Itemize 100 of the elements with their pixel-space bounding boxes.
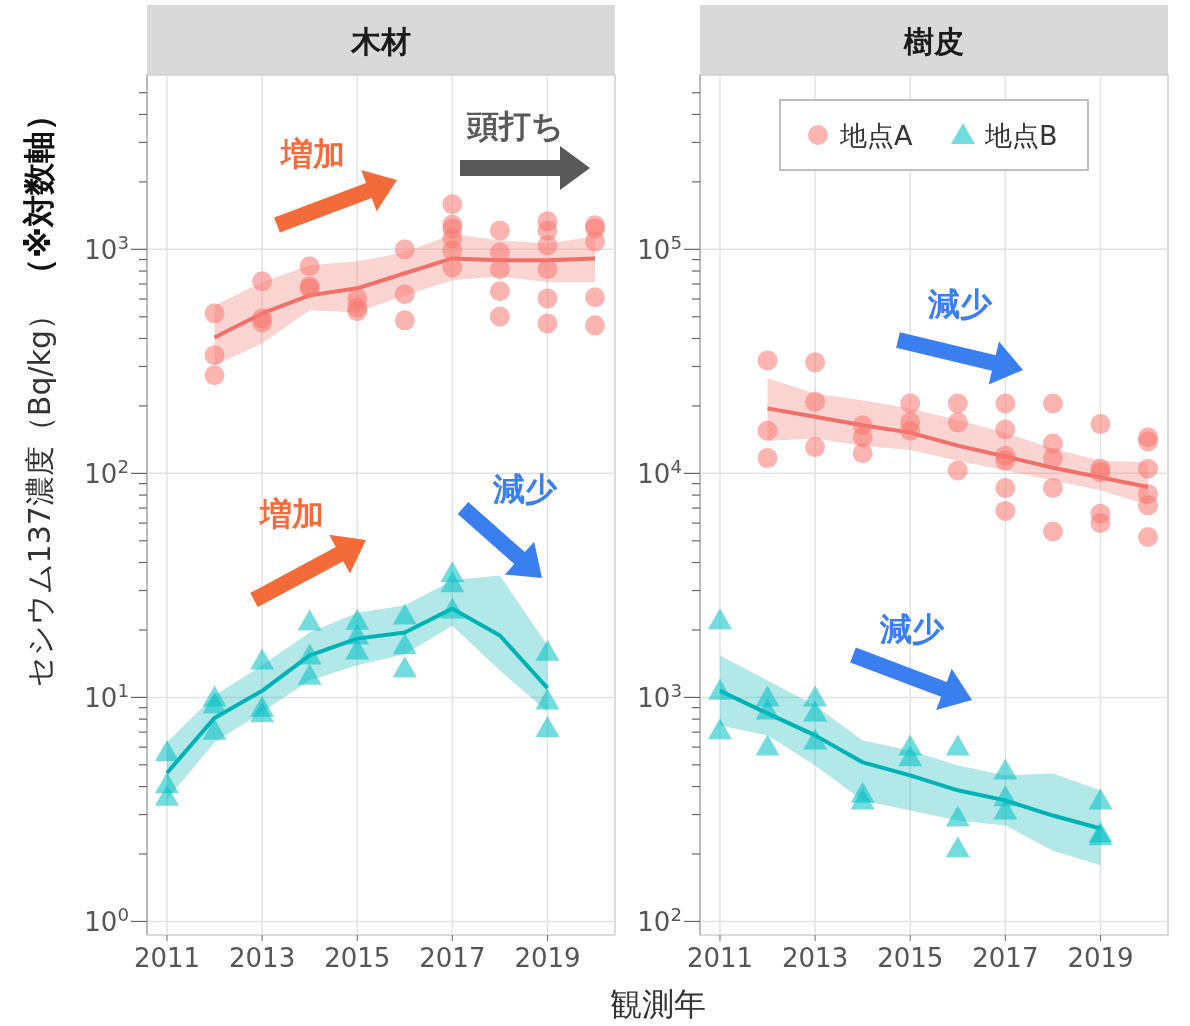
point: [537, 313, 558, 334]
point: [995, 478, 1016, 499]
point: [440, 571, 465, 593]
point: [1042, 393, 1063, 414]
point: [537, 259, 558, 280]
y-axis-title: セシウム137濃度（Bq/kg）: [22, 300, 57, 688]
point: [1088, 788, 1113, 810]
point: [850, 788, 875, 810]
x-tick-label: 2013: [229, 943, 296, 973]
legend-label: 地点A: [839, 120, 913, 151]
point: [803, 728, 828, 750]
point: [392, 633, 417, 655]
point: [299, 256, 320, 277]
x-tick-label: 2015: [877, 943, 944, 973]
y-tick-label: 10$^{3}$: [637, 679, 682, 714]
point: [535, 716, 560, 738]
point: [1042, 478, 1063, 499]
point: [947, 393, 968, 414]
point: [297, 663, 322, 685]
x-tick-label: 2019: [514, 943, 581, 973]
point: [204, 303, 225, 324]
y-tick-label: 10$^{1}$: [84, 679, 129, 714]
y-tick-label: 10$^{4}$: [637, 455, 682, 490]
point: [204, 365, 225, 386]
point: [900, 420, 921, 441]
annotation: 減少: [879, 610, 945, 648]
point: [707, 678, 732, 700]
point: [755, 734, 780, 756]
point: [900, 393, 921, 414]
point: [755, 698, 780, 720]
point: [1042, 521, 1063, 542]
point: [250, 701, 275, 723]
point: [945, 734, 970, 756]
point: [537, 235, 558, 256]
annotation: 増加: [259, 495, 324, 533]
point: [442, 240, 463, 261]
legend-label: 地点B: [984, 120, 1058, 151]
point: [394, 310, 415, 331]
point: [537, 288, 558, 309]
point: [585, 315, 606, 336]
point: [392, 603, 417, 625]
point: [535, 688, 560, 710]
y-tick-label: 10$^{5}$: [637, 231, 682, 266]
point: [345, 608, 370, 630]
point: [392, 656, 417, 678]
point: [535, 639, 560, 661]
x-tick-label: 2017: [419, 943, 486, 973]
point: [947, 460, 968, 481]
point: [489, 306, 510, 327]
point: [489, 259, 510, 280]
point: [297, 643, 322, 665]
point: [442, 257, 463, 278]
point: [945, 805, 970, 827]
point: [945, 836, 970, 858]
point: [1042, 448, 1063, 469]
y-tick-label: 10$^{2}$: [84, 455, 129, 490]
annotation: 減少: [927, 285, 993, 323]
point: [898, 745, 923, 767]
point: [394, 239, 415, 260]
point: [489, 281, 510, 302]
point: [252, 271, 273, 292]
x-tick-label: 2017: [972, 943, 1039, 973]
point: [805, 437, 826, 458]
point: [1138, 527, 1159, 547]
point: [757, 350, 778, 371]
point: [757, 448, 778, 469]
annotation: 減少: [492, 470, 558, 508]
point: [757, 420, 778, 441]
point: [202, 718, 227, 740]
x-tick-label: 2011: [686, 943, 754, 973]
point: [947, 412, 968, 433]
point: [297, 609, 322, 631]
point: [995, 393, 1016, 414]
point: [1090, 513, 1111, 534]
point: [345, 638, 370, 660]
y-tick-label: 10$^{3}$: [84, 231, 129, 266]
point: [489, 220, 510, 241]
point: [1138, 495, 1159, 516]
chart-title: 木材: [350, 24, 411, 59]
x-tick-label: 2011: [133, 943, 201, 973]
point: [585, 231, 606, 252]
y-tick-label: 10$^{0}$: [84, 903, 129, 938]
x-tick-label: 2019: [1067, 943, 1134, 973]
point: [707, 718, 732, 740]
point: [585, 287, 606, 308]
text: （※対数軸）: [20, 98, 58, 290]
point: [805, 391, 826, 412]
point: [1090, 414, 1111, 435]
chart-title: 樹皮: [903, 24, 964, 59]
point: [995, 450, 1016, 471]
x-axis-title: 観測年: [609, 985, 706, 1023]
point: [805, 352, 826, 373]
point: [1138, 458, 1159, 479]
point: [993, 758, 1018, 780]
point: [154, 740, 179, 762]
point: [202, 692, 227, 714]
point: [995, 500, 1016, 521]
point: [852, 443, 873, 464]
point: [995, 419, 1016, 440]
point: [154, 784, 179, 806]
